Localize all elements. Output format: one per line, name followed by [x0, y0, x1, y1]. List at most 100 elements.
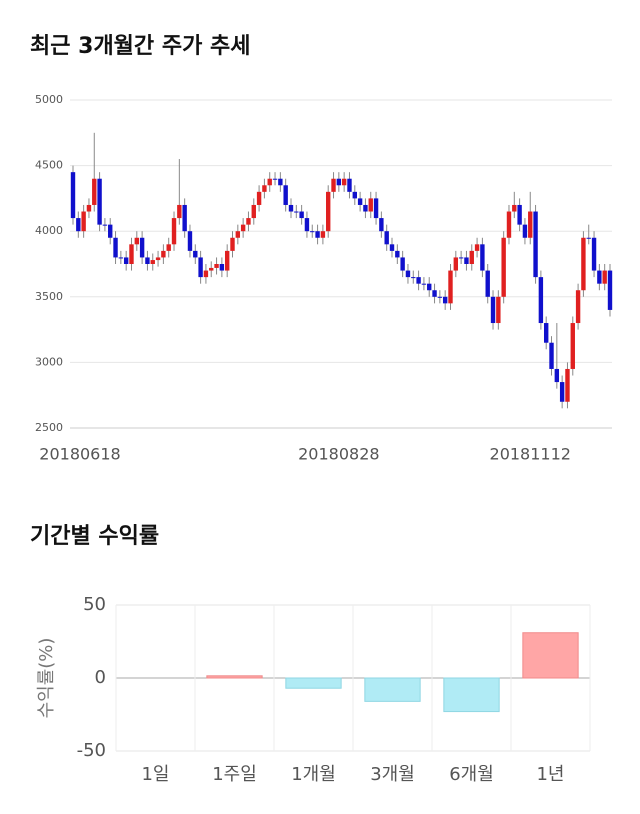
candle-body	[341, 178, 347, 186]
candle-body	[294, 211, 299, 213]
candle-body	[543, 323, 549, 343]
candle-body	[235, 231, 241, 238]
y-tick-label: 5000	[35, 93, 63, 106]
candle-body	[607, 270, 613, 310]
candle-body	[565, 368, 570, 402]
candle-body	[533, 211, 538, 278]
y-axis-label: 수익률(%)	[36, 638, 57, 719]
candle-body	[155, 257, 161, 261]
candle-body	[219, 264, 225, 271]
y-tick-label: -50	[77, 740, 106, 761]
candle-body	[299, 211, 304, 219]
candle-body	[134, 237, 140, 245]
candle-body	[368, 198, 373, 212]
candle-body	[92, 178, 97, 205]
candle-body	[145, 257, 150, 264]
candle-body	[267, 178, 272, 186]
candle-body	[278, 178, 283, 186]
candle-body	[214, 264, 219, 268]
candle-body	[517, 204, 522, 225]
candle-body	[480, 244, 485, 271]
x-tick-label: 6개월	[449, 764, 494, 785]
chart-title: 기간별 수익률	[30, 524, 159, 549]
candle-body	[102, 224, 108, 226]
candle-body	[474, 244, 480, 251]
x-tick-label: 1주일	[212, 764, 257, 785]
candle-body	[187, 231, 193, 251]
candle-body	[272, 178, 278, 180]
candle-body	[554, 368, 560, 383]
x-tick-label: 1년	[536, 764, 564, 785]
y-tick-label: 2500	[35, 421, 63, 434]
candle-body	[76, 218, 81, 232]
candle-body	[549, 342, 554, 369]
candle-body	[411, 277, 416, 279]
candle-body	[118, 257, 124, 259]
candle-body	[400, 257, 405, 271]
candle-body	[395, 250, 400, 258]
candle-body	[352, 191, 357, 199]
candle-body	[506, 211, 512, 238]
candle-body	[581, 237, 586, 291]
y-tick-label: 4500	[35, 159, 63, 172]
candle-body	[602, 270, 607, 284]
candle-body	[512, 204, 517, 212]
y-tick-label: 4000	[35, 224, 63, 237]
candle-body	[458, 257, 464, 259]
x-tick-label: 20180828	[298, 445, 379, 464]
candle-body	[501, 237, 506, 297]
bar	[443, 677, 500, 713]
candle-body	[139, 237, 145, 258]
candle-body	[389, 244, 395, 251]
candle-body	[177, 204, 182, 219]
candle-body	[416, 277, 421, 284]
candle-body	[469, 250, 474, 264]
candle-body	[363, 204, 368, 212]
x-tick-label: 3개월	[370, 764, 415, 785]
candle-body	[357, 198, 363, 205]
candle-body	[182, 204, 187, 232]
candle-body	[347, 178, 352, 192]
candle-body	[331, 178, 336, 192]
candle-body	[166, 244, 171, 251]
candle-body	[283, 185, 288, 205]
y-tick-label: 3000	[35, 355, 63, 368]
candle-body	[326, 191, 331, 232]
candle-body	[379, 218, 384, 232]
candle-body	[256, 191, 262, 205]
candle-body	[597, 270, 602, 284]
candle-body	[559, 382, 565, 402]
bar	[522, 632, 579, 679]
candle-body	[437, 296, 443, 298]
candle-body	[427, 283, 432, 291]
candle-body	[453, 257, 459, 271]
candle-body	[70, 172, 76, 219]
candle-body	[522, 224, 528, 238]
candle-body	[575, 290, 581, 324]
candle-body	[129, 244, 134, 264]
candle-body	[384, 231, 389, 245]
candle-body	[288, 204, 294, 212]
candle-body	[203, 270, 209, 278]
candle-body	[193, 250, 198, 258]
candle-body	[230, 237, 235, 251]
candle-body	[336, 178, 342, 186]
candle-body	[81, 211, 86, 232]
candle-body	[586, 237, 591, 239]
candle-body	[86, 204, 92, 212]
candle-body	[373, 198, 379, 219]
candle-body	[496, 296, 501, 324]
y-tick-label: 3500	[35, 290, 63, 303]
candle-body	[432, 290, 437, 297]
candle-body	[246, 218, 251, 225]
candle-body	[161, 250, 166, 258]
bar	[364, 677, 421, 702]
candle-body	[150, 260, 155, 264]
bar	[285, 677, 342, 689]
candle-body	[310, 231, 315, 233]
chart-title: 최근 3개월간 주가 추세	[30, 34, 250, 59]
candle-body	[442, 296, 448, 304]
candle-body	[490, 296, 496, 324]
candle-body	[171, 218, 177, 245]
